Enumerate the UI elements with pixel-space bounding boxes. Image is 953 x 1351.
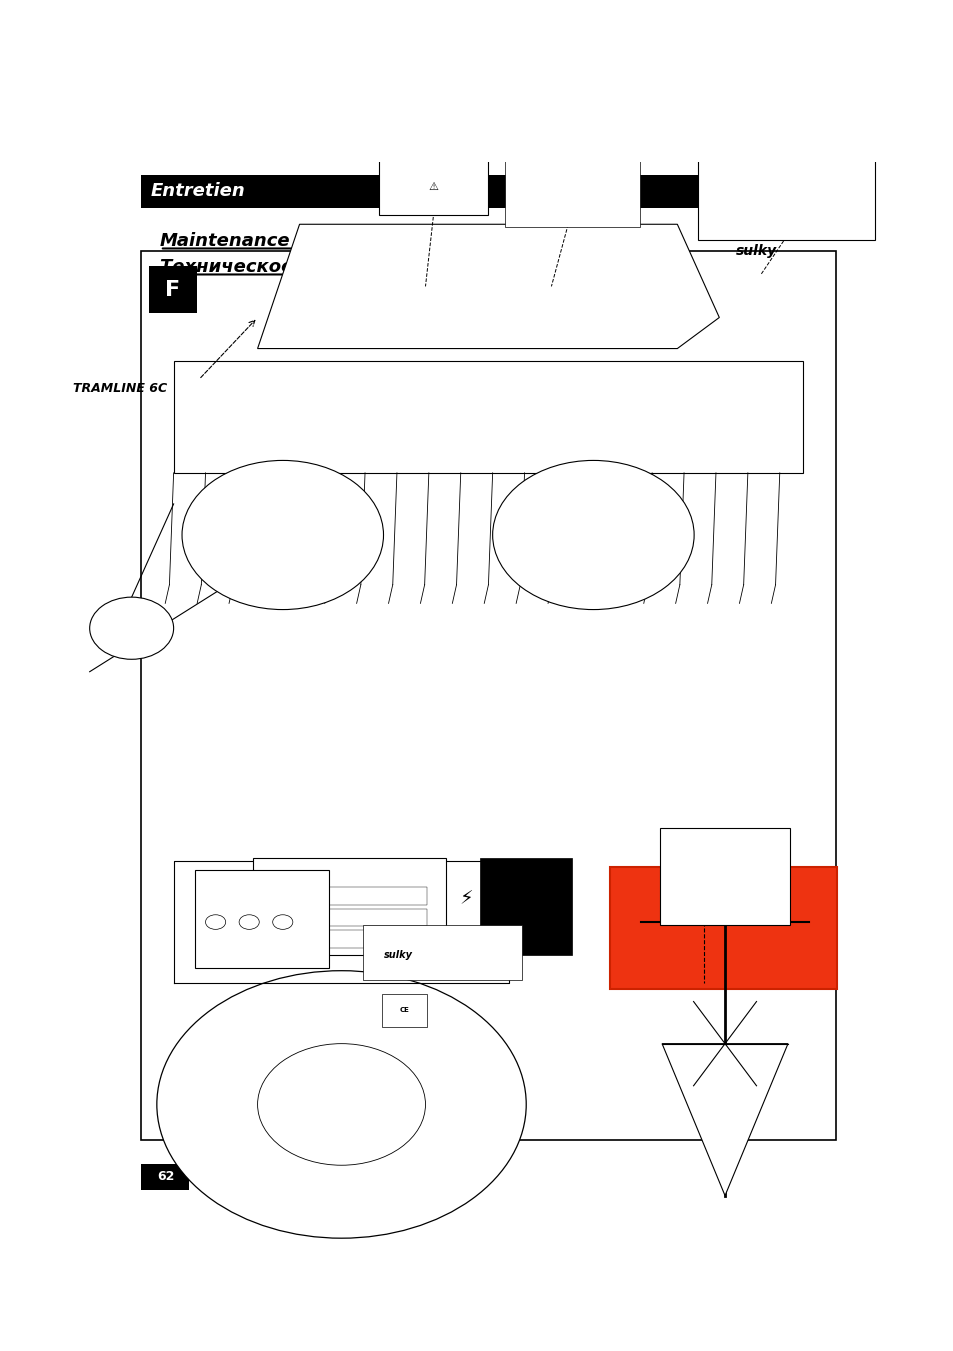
FancyBboxPatch shape	[610, 867, 836, 989]
Text: sulky: sulky	[736, 245, 777, 258]
Circle shape	[90, 597, 173, 659]
Text: sulky: sulky	[383, 951, 412, 961]
Circle shape	[182, 461, 383, 609]
FancyBboxPatch shape	[306, 888, 427, 905]
FancyBboxPatch shape	[194, 870, 329, 967]
Text: CE: CE	[399, 1008, 409, 1013]
Text: Техническое обслуживание: Техническое обслуживание	[160, 258, 451, 276]
Text: ⚡: ⚡	[458, 889, 473, 908]
Polygon shape	[173, 361, 802, 473]
FancyBboxPatch shape	[141, 250, 836, 1140]
Circle shape	[156, 970, 526, 1238]
FancyBboxPatch shape	[659, 828, 789, 925]
FancyBboxPatch shape	[264, 909, 301, 927]
FancyBboxPatch shape	[381, 994, 427, 1027]
FancyBboxPatch shape	[306, 929, 427, 947]
Circle shape	[273, 915, 293, 929]
FancyBboxPatch shape	[479, 858, 572, 955]
FancyBboxPatch shape	[149, 266, 196, 313]
FancyBboxPatch shape	[264, 888, 301, 905]
Text: F: F	[165, 280, 180, 300]
FancyBboxPatch shape	[362, 925, 521, 979]
FancyBboxPatch shape	[306, 909, 427, 927]
Text: Maintenance: Maintenance	[160, 232, 291, 250]
FancyBboxPatch shape	[141, 174, 836, 208]
FancyBboxPatch shape	[379, 159, 488, 215]
Circle shape	[257, 1043, 425, 1165]
Text: Entretien: Entretien	[151, 182, 245, 200]
Circle shape	[492, 461, 694, 609]
FancyBboxPatch shape	[141, 1165, 190, 1190]
Polygon shape	[257, 224, 719, 349]
FancyBboxPatch shape	[264, 929, 301, 947]
Circle shape	[239, 915, 259, 929]
Polygon shape	[661, 1044, 787, 1196]
FancyBboxPatch shape	[253, 858, 446, 955]
FancyBboxPatch shape	[698, 159, 874, 239]
Text: TRAMLINE 6C: TRAMLINE 6C	[72, 382, 167, 394]
Circle shape	[205, 915, 226, 929]
Text: 62: 62	[156, 1170, 174, 1183]
FancyBboxPatch shape	[505, 159, 639, 227]
Text: ⚠: ⚠	[429, 182, 438, 192]
